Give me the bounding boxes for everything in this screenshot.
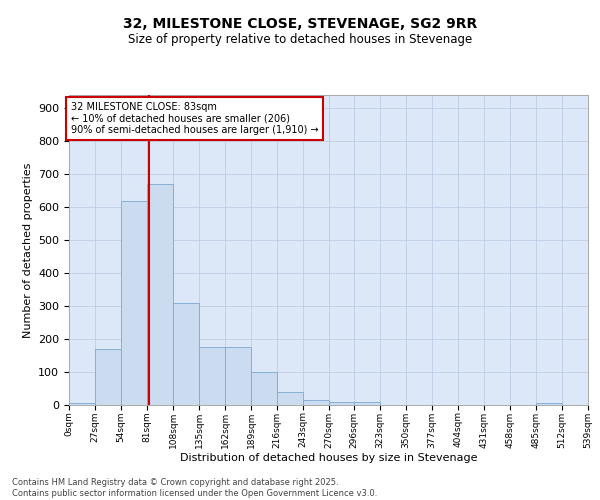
Bar (354, 402, 380, 405)
Text: 32 MILESTONE CLOSE: 83sqm
← 10% of detached houses are smaller (206)
90% of semi: 32 MILESTONE CLOSE: 83sqm ← 10% of detac… (71, 102, 319, 135)
Bar (95, 349, 121, 405)
Text: Contains HM Land Registry data © Crown copyright and database right 2025.
Contai: Contains HM Land Registry data © Crown c… (12, 478, 377, 498)
Bar (536, 404, 562, 405)
Bar (121, 200, 147, 405)
Bar (329, 402, 355, 405)
Bar (199, 348, 225, 405)
Text: Size of property relative to detached houses in Stevenage: Size of property relative to detached ho… (128, 32, 472, 46)
Bar (277, 392, 303, 405)
Y-axis label: Number of detached properties: Number of detached properties (23, 162, 32, 338)
Bar (173, 303, 199, 405)
Bar (69, 404, 95, 405)
Bar (251, 372, 277, 405)
Bar (147, 184, 173, 405)
X-axis label: Distribution of detached houses by size in Stevenage: Distribution of detached houses by size … (180, 453, 477, 463)
Bar (225, 348, 251, 405)
Text: 32, MILESTONE CLOSE, STEVENAGE, SG2 9RR: 32, MILESTONE CLOSE, STEVENAGE, SG2 9RR (123, 18, 477, 32)
Bar (303, 400, 329, 405)
